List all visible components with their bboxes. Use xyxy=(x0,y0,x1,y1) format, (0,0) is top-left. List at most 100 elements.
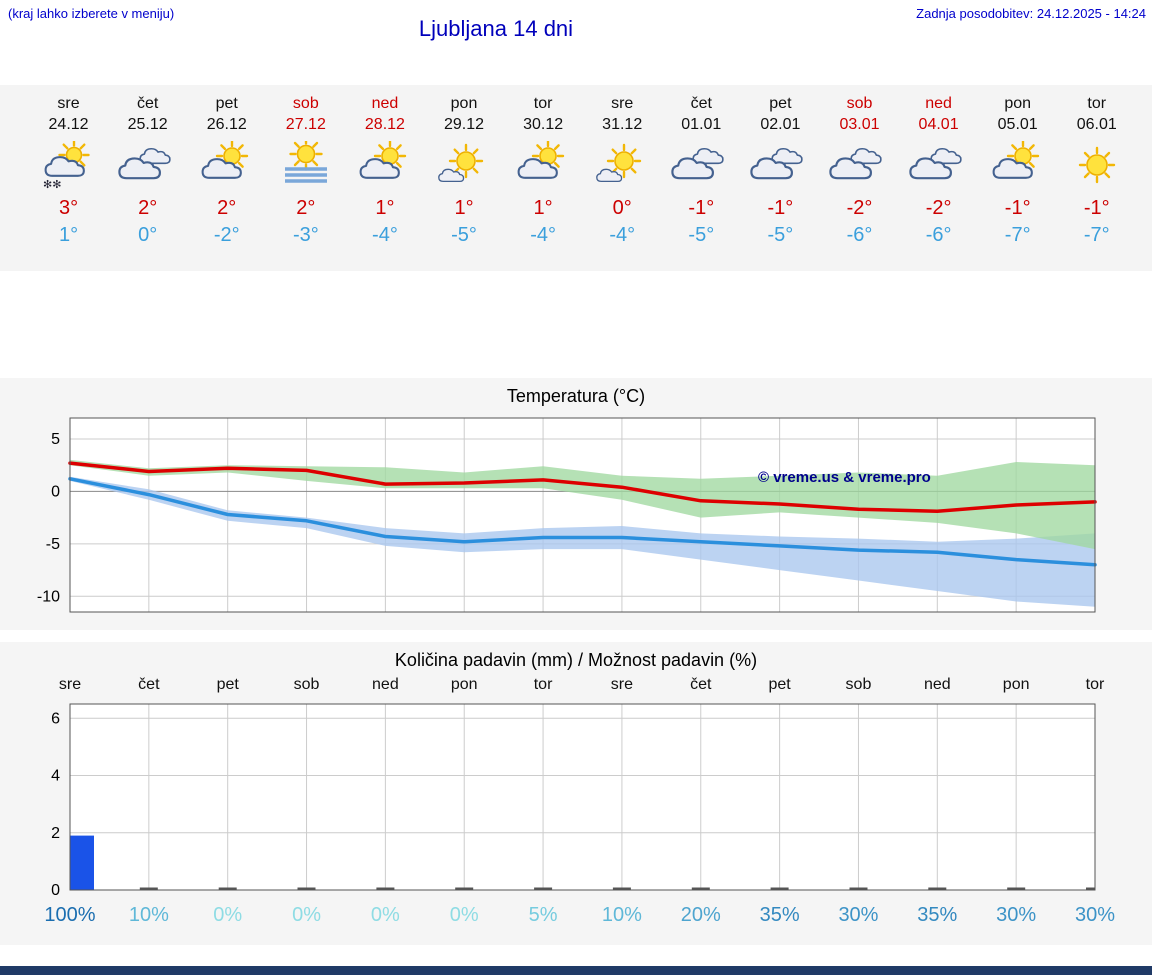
forecast-day-27.12[interactable]: sob 27.12 2° -3° xyxy=(266,93,345,271)
temp-ytick: 0 xyxy=(51,483,60,500)
temperature-panel: Temperatura (°C) 5 0 -5 -10 © vreme.us & vre… xyxy=(0,378,1152,630)
day-name: pon xyxy=(1004,95,1032,112)
high-temp: -1° xyxy=(1004,197,1031,219)
sun-cloud-icon xyxy=(355,139,415,193)
forecast-day-06.01[interactable]: tor 06.01 -1° -7° xyxy=(1057,93,1136,271)
max-temperature-band xyxy=(70,459,1095,550)
cloudy-icon xyxy=(671,139,731,193)
precip-zero-tick xyxy=(770,887,789,890)
high-temp: 0° xyxy=(612,197,632,219)
precip-ytick: 2 xyxy=(51,825,60,842)
low-temp: -4° xyxy=(372,224,398,246)
day-name: ned xyxy=(371,95,399,112)
forecast-day-26.12[interactable]: pet 26.12 2° -2° xyxy=(187,93,266,271)
precip-percent: 100% xyxy=(44,904,96,926)
day-name: pet xyxy=(769,95,792,112)
day-name: tor xyxy=(1087,95,1107,112)
precip-zero-tick xyxy=(1007,887,1026,890)
precip-percent: 30% xyxy=(1074,904,1116,926)
precip-percent-row: 100% 10% 0% 0% 0% 0% 5% 10% 20% 35% 30% 35% 30% 30% xyxy=(0,900,1152,930)
low-temp: -5° xyxy=(451,224,477,246)
cloudy-icon xyxy=(750,139,810,193)
sun-small-cloud-icon xyxy=(592,139,652,193)
forecast-day-25.12[interactable]: čet 25.12 2° 0° xyxy=(108,93,187,271)
max-temperature-line xyxy=(68,461,1097,514)
day-date: 02.01 xyxy=(760,116,801,133)
forecast-day-02.01[interactable]: pet 02.01 -1° -5° xyxy=(741,93,820,271)
precip-percent: 35% xyxy=(759,904,800,926)
bottom-bar xyxy=(0,966,1152,975)
day-date: 30.12 xyxy=(523,116,564,133)
sun-cloud-icon xyxy=(513,139,573,193)
forecast-day-30.12[interactable]: tor 30.12 1° -4° xyxy=(504,93,583,271)
precipitation-chart: 0 2 4 6 xyxy=(51,703,1096,896)
low-temp: -5° xyxy=(767,224,794,246)
min-temperature-band xyxy=(70,476,1095,607)
low-temp: -4° xyxy=(609,224,636,246)
high-temp: 1° xyxy=(454,197,474,219)
precip-day-label: pon xyxy=(1002,676,1030,693)
precip-percent: 10% xyxy=(601,904,642,926)
precip-day-label: sob xyxy=(293,676,320,693)
low-temp: 0° xyxy=(138,224,158,246)
forecast-day-28.12[interactable]: ned 28.12 1° -4° xyxy=(345,93,424,271)
high-temp: -2° xyxy=(925,197,952,219)
forecast-day-24.12[interactable]: sre 24.12 ✻✻ 3° 1° xyxy=(29,93,108,271)
precipitation-chart-title: Količina padavin (mm) / Možnost padavin … xyxy=(394,650,758,670)
forecast-day-29.12[interactable]: pon 29.12 1° -5° xyxy=(424,93,503,271)
temp-ytick: 5 xyxy=(51,431,60,448)
temp-ytick: -5 xyxy=(46,536,60,553)
day-name: sob xyxy=(846,95,873,112)
precip-day-label: sob xyxy=(845,676,872,693)
forecast-day-04.01[interactable]: ned 04.01 -2° -6° xyxy=(899,93,978,271)
day-name: sob xyxy=(292,95,319,112)
forecast-day-31.12[interactable]: sre 31.12 0° -4° xyxy=(583,93,662,271)
high-temp: -1° xyxy=(767,197,794,219)
precip-percent: 0% xyxy=(213,904,243,926)
low-temp: -4° xyxy=(530,224,556,246)
precip-day-labels-row: sre čet pet sob ned pon tor sre čet pet sob ned pon t… xyxy=(0,672,1152,698)
forecast-day-03.01[interactable]: sob 03.01 -2° -6° xyxy=(820,93,899,271)
precip-percent: 35% xyxy=(917,904,958,926)
precip-percent: 10% xyxy=(128,904,169,926)
low-temp: -3° xyxy=(292,224,319,246)
precip-percent: 0% xyxy=(292,904,321,926)
day-name: čet xyxy=(136,95,159,112)
low-temp: -7° xyxy=(1083,224,1110,246)
precip-day-label: čet xyxy=(138,676,160,693)
day-date: 31.12 xyxy=(602,116,643,133)
high-temp: 3° xyxy=(58,197,79,219)
precip-zero-tick xyxy=(297,887,316,890)
precip-bar xyxy=(70,835,94,890)
forecast-day-05.01[interactable]: pon 05.01 -1° -7° xyxy=(978,93,1057,271)
precip-percent: 0% xyxy=(370,904,400,926)
forecast-strip: sre 24.12 ✻✻ 3° 1° čet 25.12 2° 0° pet 26.12 2° -2° s… xyxy=(0,85,1152,271)
forecast-day-01.01[interactable]: čet 01.01 -1° -5° xyxy=(662,93,741,271)
watermark: © vreme.us & vreme.pro xyxy=(758,469,931,486)
precip-zero-tick xyxy=(139,887,158,890)
high-temp: 1° xyxy=(375,197,395,219)
day-date: 01.01 xyxy=(681,116,722,133)
precip-percent: 30% xyxy=(996,904,1037,926)
precip-percent: 0% xyxy=(449,904,479,926)
precip-zero-tick xyxy=(1086,887,1095,890)
low-temp: 1° xyxy=(58,224,79,246)
precipitation-panel: Količina padavin (mm) / Možnost padavin … xyxy=(0,642,1152,945)
day-name: pet xyxy=(215,95,238,112)
cloudy-icon xyxy=(908,139,969,193)
sun-icon xyxy=(1067,139,1127,193)
precip-day-label: sre xyxy=(610,676,634,693)
min-temperature-line xyxy=(68,477,1097,567)
precip-day-label: tor xyxy=(533,676,553,693)
precip-zero-tick xyxy=(376,887,395,890)
day-name: pon xyxy=(450,95,478,112)
high-temp: -1° xyxy=(1083,197,1110,219)
day-name: ned xyxy=(925,95,952,112)
high-temp: -1° xyxy=(688,197,715,219)
day-name: tor xyxy=(533,95,553,112)
day-date: 26.12 xyxy=(206,116,247,133)
day-date: 28.12 xyxy=(364,116,405,133)
precip-day-label: pet xyxy=(216,676,239,693)
cloudy-icon xyxy=(829,139,889,193)
day-date: 24.12 xyxy=(48,116,89,133)
